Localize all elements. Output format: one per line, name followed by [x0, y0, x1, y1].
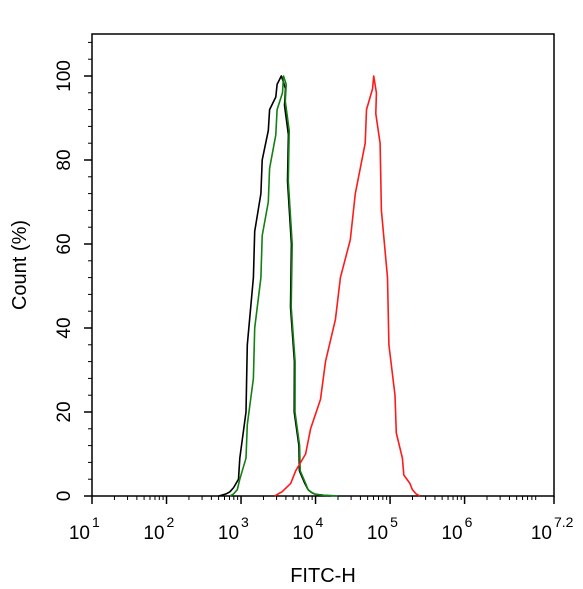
x-tick-exponent: 2 [167, 514, 175, 530]
x-tick-exponent: 6 [465, 514, 473, 530]
x-axis-title: FITC-H [290, 565, 356, 587]
y-tick-label: 60 [54, 233, 75, 254]
x-tick-base: 10 [367, 523, 388, 544]
x-tick-base: 10 [441, 523, 462, 544]
x-tick-base: 10 [531, 523, 552, 544]
y-tick-label: 0 [54, 491, 75, 502]
x-tick-exponent: 1 [92, 514, 100, 530]
x-tick-label: 107.2 [531, 514, 574, 544]
x-tick-label: 103 [218, 514, 249, 544]
series-group [218, 75, 421, 497]
y-tick-label: 80 [54, 149, 75, 170]
x-tick-base: 10 [218, 523, 239, 544]
x-tick-label: 102 [143, 514, 174, 544]
x-tick-base: 10 [143, 523, 164, 544]
y-tick-label: 100 [54, 60, 75, 92]
y-axis-title: Count (%) [9, 220, 31, 310]
y-axis: 0 20 40 60 80 100 [54, 60, 92, 501]
y-tick-label: 40 [54, 317, 75, 338]
x-tick-label: 101 [69, 514, 100, 544]
x-tick-base: 10 [292, 523, 313, 544]
x-tick-exponent: 7.2 [554, 514, 574, 530]
series-line-3 [274, 75, 421, 497]
x-tick-exponent: 5 [390, 514, 398, 530]
minor-ticks [88, 41, 537, 500]
x-tick-exponent: 3 [241, 514, 249, 530]
x-tick-exponent: 4 [316, 514, 324, 530]
plot-frame [91, 33, 555, 497]
x-tick-label: 104 [292, 514, 323, 544]
x-tick-label: 105 [367, 514, 398, 544]
x-tick-label: 106 [441, 514, 472, 544]
y-tick-label: 20 [54, 401, 75, 422]
x-tick-base: 10 [69, 523, 90, 544]
series-line-2 [229, 75, 338, 497]
